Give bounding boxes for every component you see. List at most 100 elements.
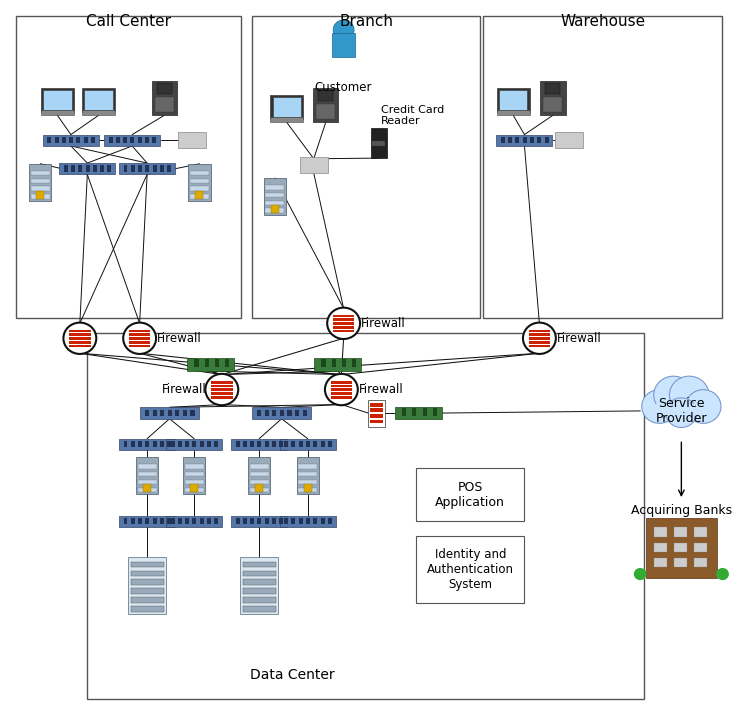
Bar: [243, 441, 247, 448]
Bar: [84, 89, 112, 109]
Bar: [243, 518, 247, 524]
Bar: [16, 16, 241, 318]
Bar: [243, 571, 275, 576]
Bar: [298, 480, 317, 484]
Bar: [62, 137, 66, 143]
Text: Call Center: Call Center: [86, 14, 171, 29]
Bar: [152, 137, 156, 143]
Bar: [540, 82, 566, 115]
Bar: [168, 410, 172, 416]
Bar: [332, 33, 355, 57]
Bar: [211, 393, 232, 395]
Bar: [292, 518, 296, 524]
Text: Identity and
Authentication
System: Identity and Authentication System: [427, 548, 514, 591]
Bar: [195, 191, 203, 199]
Bar: [36, 191, 44, 199]
Bar: [280, 439, 336, 450]
Bar: [160, 165, 164, 172]
Bar: [373, 141, 385, 146]
Bar: [69, 337, 91, 340]
Bar: [370, 408, 382, 412]
Bar: [225, 360, 230, 368]
Bar: [138, 488, 157, 492]
Bar: [316, 104, 335, 119]
Bar: [298, 472, 317, 476]
Bar: [146, 441, 149, 448]
Bar: [694, 558, 707, 568]
Bar: [314, 441, 317, 448]
Bar: [130, 571, 164, 576]
Bar: [314, 358, 361, 371]
Bar: [188, 164, 211, 201]
Bar: [266, 208, 284, 213]
Bar: [193, 441, 196, 448]
Bar: [185, 441, 189, 448]
Text: Warehouse: Warehouse: [560, 14, 646, 29]
Bar: [211, 381, 232, 383]
Bar: [298, 441, 303, 448]
Bar: [167, 165, 171, 172]
Bar: [370, 403, 382, 407]
Bar: [166, 439, 222, 450]
Bar: [43, 134, 99, 146]
Bar: [130, 588, 164, 594]
Bar: [257, 441, 262, 448]
Text: Customer: Customer: [315, 82, 372, 94]
Bar: [211, 388, 232, 391]
Bar: [331, 396, 352, 399]
Bar: [176, 410, 179, 416]
Bar: [333, 330, 354, 332]
Bar: [416, 468, 524, 521]
Bar: [87, 332, 644, 699]
Bar: [69, 341, 91, 344]
Bar: [190, 410, 194, 416]
Bar: [130, 562, 164, 568]
Bar: [342, 360, 346, 368]
Bar: [188, 358, 234, 371]
Bar: [143, 484, 152, 493]
Bar: [236, 441, 239, 448]
Bar: [123, 137, 127, 143]
Bar: [69, 345, 91, 347]
Circle shape: [325, 374, 358, 405]
Bar: [333, 326, 354, 329]
Bar: [153, 441, 157, 448]
Bar: [185, 518, 189, 524]
Bar: [248, 457, 271, 494]
Bar: [279, 518, 284, 524]
Bar: [178, 518, 182, 524]
Bar: [166, 516, 222, 527]
Bar: [496, 134, 553, 146]
Circle shape: [123, 322, 156, 354]
Bar: [136, 457, 158, 494]
Bar: [333, 318, 354, 321]
Bar: [231, 439, 287, 450]
Bar: [694, 543, 707, 552]
Circle shape: [523, 322, 556, 354]
Bar: [395, 407, 442, 420]
Bar: [200, 518, 204, 524]
Bar: [331, 393, 352, 395]
Bar: [190, 179, 209, 183]
Bar: [243, 588, 275, 594]
Bar: [184, 480, 203, 484]
Bar: [184, 464, 203, 469]
Bar: [243, 597, 275, 603]
Bar: [314, 518, 317, 524]
Bar: [322, 360, 326, 368]
Bar: [152, 82, 177, 115]
Bar: [183, 410, 187, 416]
Bar: [91, 137, 95, 143]
Bar: [266, 193, 284, 197]
Bar: [84, 137, 88, 143]
Bar: [328, 441, 332, 448]
Bar: [252, 16, 479, 318]
Bar: [190, 194, 209, 199]
Text: Service
Provider: Service Provider: [656, 397, 707, 425]
Bar: [178, 132, 206, 148]
Bar: [250, 472, 268, 476]
Bar: [298, 488, 317, 492]
Bar: [266, 201, 284, 205]
Bar: [545, 83, 560, 94]
Bar: [44, 89, 72, 109]
